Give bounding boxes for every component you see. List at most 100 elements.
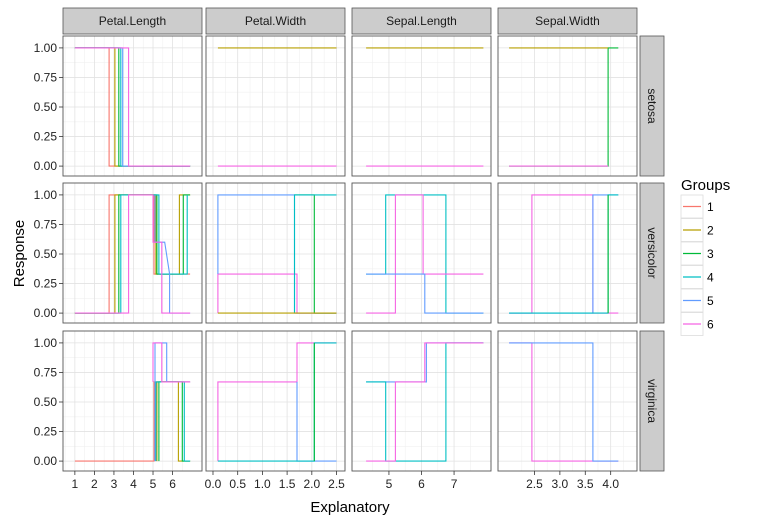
y-tick-label: 0.50 (34, 395, 58, 409)
strip-label-sepal-width: Sepal.Width (535, 14, 600, 28)
legend-item-5: 5 (680, 288, 714, 313)
strip-background (639, 35, 665, 177)
panel-background (63, 183, 202, 323)
y-tick-label: 0.00 (34, 159, 58, 173)
x-tick-label: 4 (130, 477, 137, 491)
panel-setosa-petal-length (62, 35, 203, 177)
legend-label: 2 (707, 224, 714, 238)
panel-background (63, 36, 202, 176)
panel-border (497, 35, 638, 177)
panel-border (497, 182, 638, 324)
legend-title: Groups (681, 177, 730, 194)
legend-label: 6 (707, 318, 714, 332)
x-tick-label: 6 (169, 477, 176, 491)
legend-item-3: 3 (680, 241, 714, 266)
x-tick-label: 2.0 (303, 477, 320, 491)
legend: Groups 1 2 3 4 5 6 (680, 177, 730, 336)
panel-border (205, 35, 346, 177)
series-line-group-6 (74, 47, 191, 167)
x-tick-label: 6 (418, 477, 425, 491)
y-tick-label: 0.75 (34, 217, 58, 231)
y-tick-label: 0.25 (34, 425, 58, 439)
y-axis-title: Response (11, 220, 28, 288)
facet-strip-setosa: setosa (639, 35, 665, 177)
panel-background (63, 331, 202, 471)
panel-border (62, 35, 203, 177)
x-axis-title: Explanatory (310, 499, 390, 516)
strip-label-versicolor: versicolor (645, 227, 659, 278)
legend-label: 4 (707, 271, 714, 285)
panel-versicolor-sepal-width (497, 182, 638, 324)
panel-setosa-sepal-length (351, 35, 492, 177)
y-tick-label: 0.75 (34, 70, 58, 84)
legend-item-2: 2 (680, 218, 714, 242)
panel-virginica-sepal-width (497, 330, 638, 472)
series-line-group-5 (509, 342, 619, 462)
panel-border (351, 35, 492, 177)
x-tick-label: 2.5 (328, 477, 345, 491)
panel-background (206, 183, 345, 323)
panel-border (351, 182, 492, 324)
strip-label-setosa: setosa (645, 88, 659, 124)
x-tick-label: 1.0 (254, 477, 271, 491)
y-tick-label: 0.75 (34, 365, 58, 379)
x-tick-label: 7 (451, 477, 458, 491)
strip-label-petal-length: Petal.Length (99, 14, 166, 28)
panel-background (206, 36, 345, 176)
series-line-group-6 (366, 342, 484, 462)
panel-virginica-petal-length (62, 330, 203, 472)
y-tick-label: 0.25 (34, 130, 58, 144)
y-tick-label: 1.00 (34, 188, 58, 202)
panel-background (206, 331, 345, 471)
strip-background (62, 7, 203, 35)
series-line-group-2 (74, 194, 191, 314)
panel-virginica-petal-width (205, 330, 346, 472)
panel-background (498, 36, 637, 176)
panel-versicolor-petal-width (205, 182, 346, 324)
x-tick-label: 5 (150, 477, 157, 491)
facet-strip-petal-length: Petal.Length (62, 7, 203, 35)
y-tick-label: 0.25 (34, 277, 58, 291)
panel-background (498, 331, 637, 471)
panel-border (62, 182, 203, 324)
series-line-group-5 (366, 273, 484, 314)
strip-label-virginica: virginica (645, 379, 659, 423)
facet-strip-virginica: virginica (639, 330, 665, 472)
strip-label-petal-width: Petal.Width (245, 14, 306, 28)
series-line-group-6 (366, 194, 484, 314)
panel-background (498, 183, 637, 323)
facet-strip-petal-width: Petal.Width (205, 7, 346, 35)
x-tick-label: 2.5 (526, 477, 543, 491)
panel-setosa-sepal-width (497, 35, 638, 177)
series-line-group-6 (152, 342, 191, 383)
y-tick-label: 1.00 (34, 336, 58, 350)
panel-setosa-petal-width (205, 35, 346, 177)
x-tick-label: 3.0 (552, 477, 569, 491)
x-tick-label: 0.0 (205, 477, 222, 491)
strip-background (639, 182, 665, 324)
legend-label: 3 (707, 247, 714, 261)
legend-item-1: 1 (680, 194, 714, 219)
panel-border (497, 330, 638, 472)
strip-background (351, 7, 492, 35)
x-tick-label: 1.5 (279, 477, 296, 491)
panel-versicolor-petal-length (62, 182, 203, 324)
legend-label: 5 (707, 294, 714, 308)
strip-background (205, 7, 346, 35)
legend-label: 1 (707, 200, 714, 214)
x-tick-label: 5 (386, 477, 393, 491)
panel-border (205, 330, 346, 472)
series-line-group-3 (74, 194, 191, 314)
y-tick-label: 0.50 (34, 100, 58, 114)
y-tick-label: 0.00 (34, 306, 58, 320)
series-line-group-6 (74, 194, 191, 314)
x-tick-label: 1 (72, 477, 79, 491)
legend-item-6: 6 (680, 312, 714, 336)
panel-border (62, 330, 203, 472)
series-line-group-4 (293, 194, 337, 314)
legend-item-4: 4 (680, 265, 714, 289)
x-tick-label: 2 (91, 477, 98, 491)
x-tick-label: 0.5 (229, 477, 246, 491)
panel-border (205, 182, 346, 324)
